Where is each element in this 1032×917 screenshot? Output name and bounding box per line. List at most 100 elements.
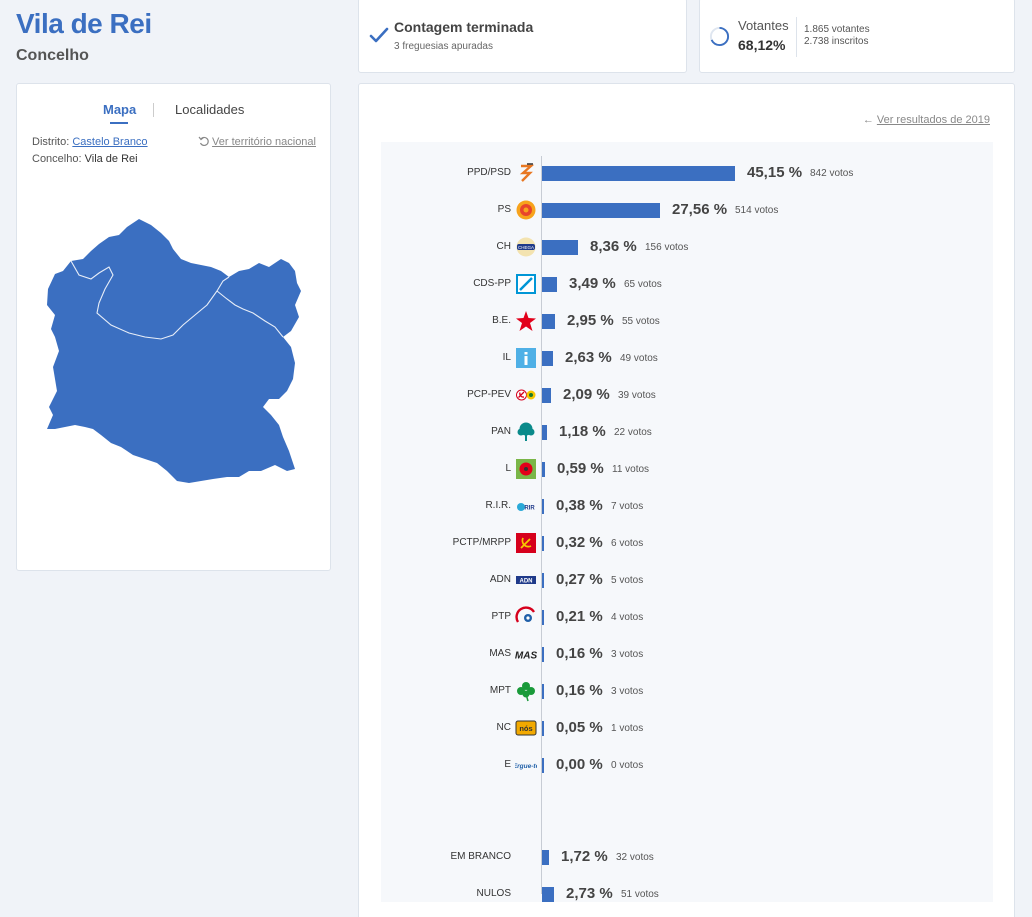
party-name: MPT [489, 685, 511, 696]
result-row[interactable]: ADN ADN 0,27 % 5 votos [381, 570, 993, 590]
result-percent: 8,36 % [590, 238, 637, 255]
undo-icon [198, 136, 209, 147]
results-chart: PPD/PSD 45,15 % 842 votos PS 27,56 % 514 voto… [381, 142, 993, 902]
district-row: Distrito: Castelo Branco [32, 136, 148, 148]
result-row[interactable]: EM BRANCO 1,72 % 32 votos [381, 847, 993, 867]
result-bar [542, 314, 555, 329]
nc-logo-icon: nós [515, 720, 537, 736]
municipality-value: Vila de Rei [84, 153, 138, 165]
ptp-logo-icon [515, 606, 536, 623]
be-star-logo-icon [516, 311, 536, 331]
turnout-card: Votantes 68,12% 1.865 votantes 2.738 ins… [699, 0, 1015, 73]
result-percent: 0,05 % [556, 719, 603, 736]
party-name: EM BRANCO [450, 851, 511, 862]
svg-text:nós: nós [519, 724, 532, 733]
result-row[interactable]: PS 27,56 % 514 votos [381, 200, 993, 220]
result-bar [542, 203, 660, 218]
result-bar [542, 758, 544, 773]
result-bar [542, 388, 551, 403]
result-votes: 514 votos [735, 205, 779, 216]
psd-logo-icon [519, 163, 535, 182]
pcp-pev-logo-icon [516, 389, 536, 401]
result-bar [542, 499, 544, 514]
result-row[interactable]: L 0,59 % 11 votos [381, 459, 993, 479]
svg-text:RIR: RIR [524, 506, 535, 512]
result-votes: 65 votos [624, 279, 662, 290]
result-percent: 2,63 % [565, 349, 612, 366]
municipality-label: Concelho: [32, 153, 82, 165]
result-votes: 0 votos [611, 760, 644, 771]
party-name: MAS [489, 648, 511, 659]
result-row[interactable]: PTP 0,21 % 4 votos [381, 606, 993, 627]
result-bar [542, 850, 549, 865]
result-percent: 3,49 % [569, 275, 616, 292]
result-bar [542, 610, 544, 625]
result-percent: 0,00 % [556, 756, 603, 773]
result-votes: 4 votos [611, 612, 644, 623]
party-name: ADN [489, 574, 511, 585]
result-row[interactable]: B.E. 2,95 % 55 votos [381, 311, 993, 331]
result-votes: 842 votos [810, 168, 854, 179]
result-bar [542, 887, 554, 902]
result-bar [542, 721, 544, 736]
previous-results-text: Ver resultados de 2019 [876, 114, 990, 126]
result-row[interactable]: IL 2,63 % 49 votos [381, 348, 993, 368]
district-link[interactable]: Castelo Branco [72, 136, 148, 148]
result-votes: 39 votos [618, 390, 656, 401]
mpt-clover-logo-icon [517, 682, 535, 702]
result-votes: 55 votos [622, 316, 660, 327]
turnout-percent: 68,12% [738, 37, 786, 53]
result-percent: 2,09 % [563, 386, 610, 403]
result-row[interactable]: R.I.R. RIR 0,38 % 7 votos [381, 496, 993, 516]
party-name: E [504, 759, 511, 770]
parish-border [216, 290, 284, 338]
result-percent: 45,15 % [747, 164, 803, 181]
cds-logo-icon [516, 274, 536, 294]
result-votes: 11 votos [612, 464, 650, 475]
result-percent: 27,56 % [672, 201, 728, 218]
tab-map[interactable]: Mapa [103, 102, 137, 117]
party-name: NC [496, 722, 511, 733]
result-bar [542, 573, 544, 588]
count-status-title: Contagem terminada [394, 19, 534, 35]
result-row[interactable]: PCTP/MRPP 0,32 % 6 votos [381, 533, 993, 553]
result-row[interactable]: MPT 0,16 % 3 votos [381, 681, 993, 702]
count-status-card: Contagem terminada 3 freguesias apuradas [358, 0, 687, 73]
check-icon [369, 27, 389, 43]
result-row[interactable]: PCP-PEV 2,09 % 39 votos [381, 385, 993, 405]
tab-divider [153, 103, 154, 117]
result-votes: 5 votos [611, 575, 644, 586]
divider [796, 17, 797, 57]
result-votes: 6 votos [611, 538, 644, 549]
result-row[interactable]: PPD/PSD 45,15 % 842 votos [381, 163, 993, 183]
result-bar [542, 536, 544, 551]
result-row[interactable]: MAS MAS 0,16 % 3 votos [381, 644, 993, 664]
result-votes: 49 votos [620, 353, 658, 364]
result-row[interactable]: CH CHEGA 8,36 % 156 votos [381, 237, 993, 257]
result-bar [542, 462, 545, 477]
livre-logo-icon [516, 459, 536, 479]
result-row[interactable]: CDS-PP 3,49 % 65 votos [381, 274, 993, 294]
result-percent: 0,38 % [556, 497, 603, 514]
arrow-left-icon: ← [862, 114, 874, 126]
adn-logo-icon: ADN [516, 576, 536, 585]
result-votes: 7 votos [611, 501, 644, 512]
previous-results-link[interactable]: ← Ver resultados de 2019 [863, 114, 990, 126]
result-row[interactable]: NULOS 2,73 % 51 votos [381, 884, 993, 904]
tab-localities[interactable]: Localidades [175, 102, 245, 117]
national-territory-text: Ver território nacional [212, 136, 316, 148]
result-bar [542, 684, 544, 699]
active-tab-indicator [110, 122, 128, 124]
party-name: L [505, 463, 511, 474]
result-percent: 0,16 % [556, 645, 603, 662]
result-percent: 0,32 % [556, 534, 603, 551]
result-row[interactable]: PAN 1,18 % 22 votos [381, 422, 993, 442]
municipality-map[interactable] [43, 219, 305, 486]
parish-region[interactable] [47, 219, 301, 483]
result-percent: 0,16 % [556, 682, 603, 699]
national-territory-link[interactable]: Ver território nacional [198, 135, 316, 148]
result-bar [542, 166, 735, 181]
result-row[interactable]: NC nós 0,05 % 1 votos [381, 718, 993, 738]
party-name: PCTP/MRPP [452, 537, 511, 548]
